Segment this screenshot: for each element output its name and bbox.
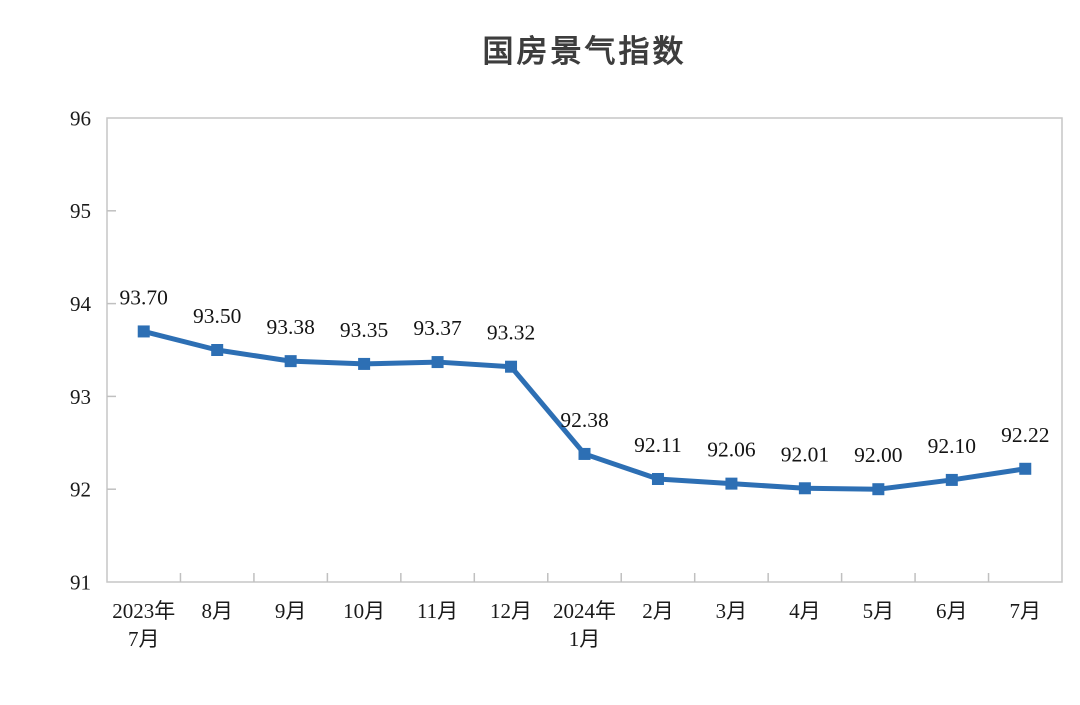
data-point-marker <box>945 473 958 486</box>
data-label: 93.70 <box>120 285 168 309</box>
x-axis-label: 4月 <box>789 599 821 623</box>
data-point-marker <box>358 357 371 370</box>
data-point-marker <box>798 482 811 495</box>
y-axis-tick-label: 92 <box>70 478 91 502</box>
data-label: 92.00 <box>854 443 902 467</box>
x-axis-label: 11月 <box>417 599 458 623</box>
data-label: 92.06 <box>707 438 756 462</box>
x-axis-label: 5月 <box>863 599 895 623</box>
y-axis-tick-label: 91 <box>70 570 91 594</box>
x-axis-label: 8月 <box>201 599 233 623</box>
x-axis-label: 6月 <box>936 599 968 623</box>
y-axis-tick-label: 96 <box>70 106 91 130</box>
x-axis-label: 9月 <box>275 599 307 623</box>
data-point-marker <box>578 447 591 460</box>
data-label: 93.50 <box>193 304 241 328</box>
data-label: 92.22 <box>1001 423 1049 447</box>
data-label: 93.38 <box>266 315 314 339</box>
x-axis-label: 2月 <box>642 599 674 623</box>
data-label: 92.01 <box>781 442 829 466</box>
data-label: 93.32 <box>487 321 535 345</box>
data-point-marker <box>137 325 150 338</box>
data-point-marker <box>431 356 444 369</box>
plot-area-border <box>106 117 1063 583</box>
x-axis-label: 12月 <box>490 599 532 623</box>
data-point-marker <box>872 483 885 496</box>
x-axis-label: 2023年 <box>112 599 175 623</box>
data-point-marker <box>651 472 664 485</box>
data-label: 92.38 <box>560 408 608 432</box>
y-axis-tick-label: 95 <box>70 199 91 223</box>
x-axis-label: 7月 <box>128 627 160 651</box>
data-label: 93.35 <box>340 318 388 342</box>
data-point-marker <box>1019 462 1032 475</box>
x-axis-label: 1月 <box>569 627 601 651</box>
chart-title: 国房景气指数 <box>482 34 687 69</box>
x-axis-label: 2024年 <box>553 599 616 623</box>
data-point-marker <box>505 360 518 373</box>
y-axis-tick-label: 94 <box>70 292 92 316</box>
x-axis-label: 7月 <box>1010 599 1042 623</box>
y-axis-tick-label: 93 <box>70 385 91 409</box>
data-point-marker <box>725 477 738 490</box>
x-axis-label: 3月 <box>716 599 748 623</box>
x-axis-label: 10月 <box>343 599 385 623</box>
data-label: 93.37 <box>413 316 462 340</box>
data-point-marker <box>211 344 224 356</box>
data-label: 92.11 <box>634 433 682 457</box>
data-label: 92.10 <box>928 434 976 458</box>
data-point-marker <box>284 355 297 368</box>
